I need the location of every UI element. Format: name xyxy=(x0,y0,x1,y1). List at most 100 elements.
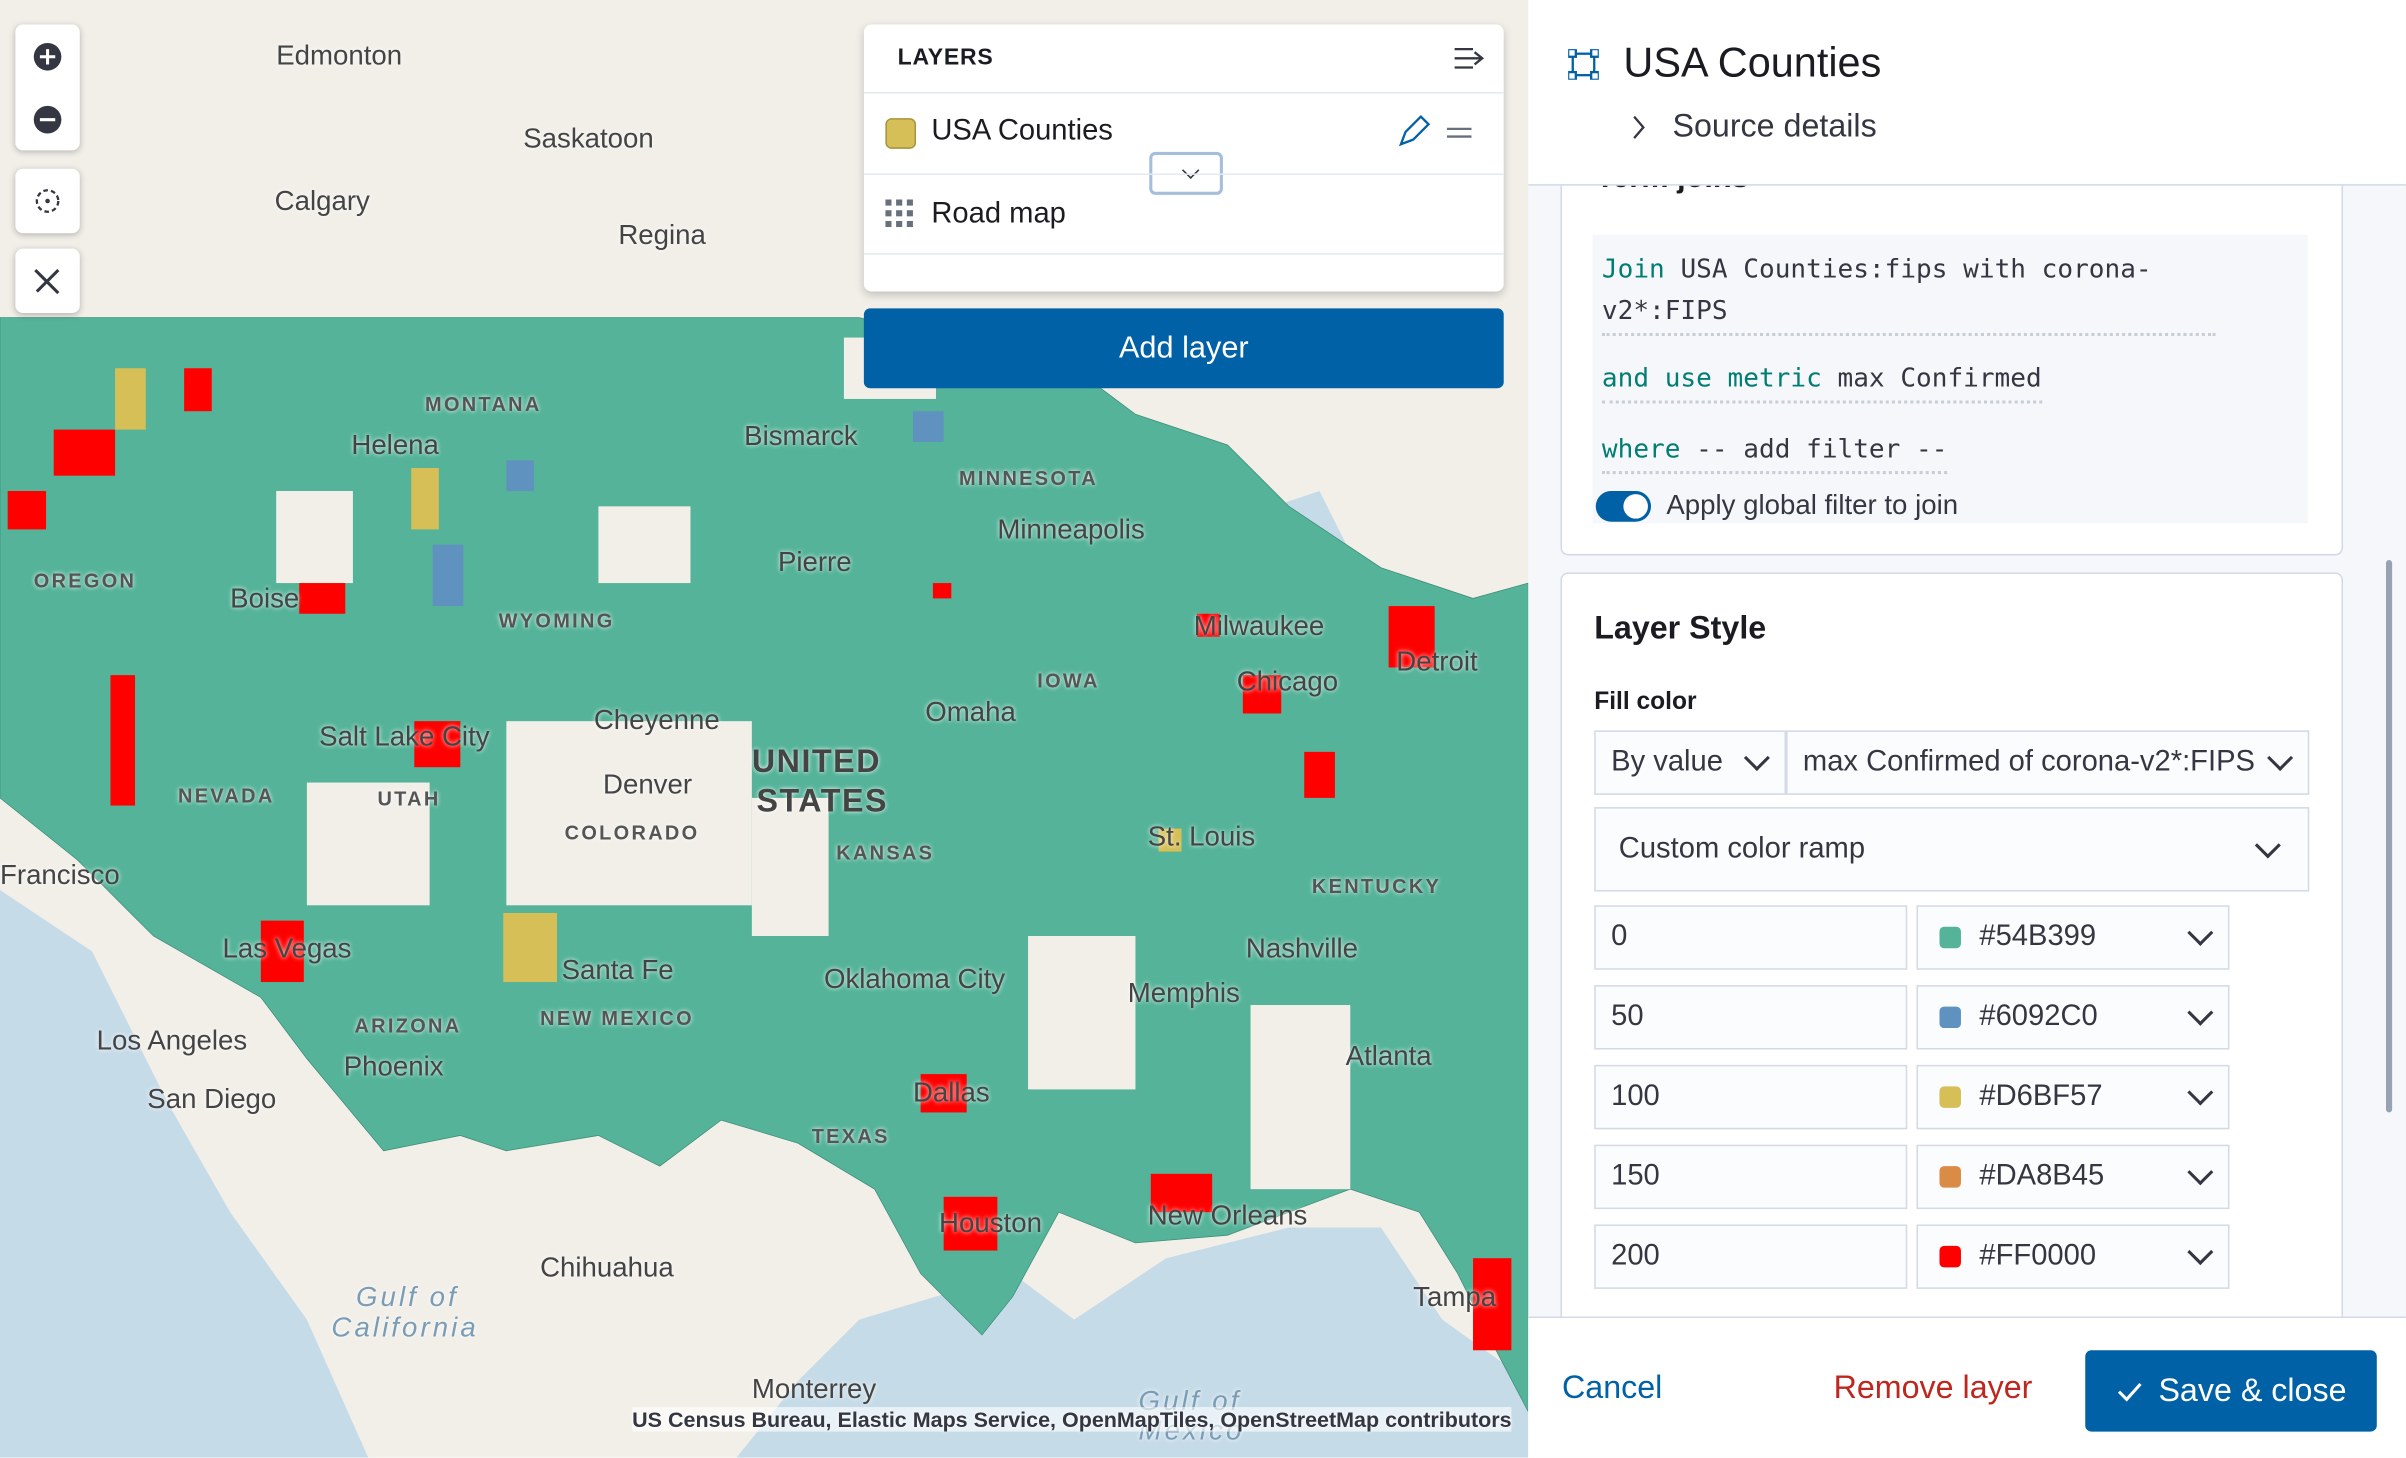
stop-color-select[interactable]: #DA8B45 xyxy=(1916,1144,2230,1210)
stop-color: #FF0000 xyxy=(1979,1239,2097,1273)
map-label: Denver xyxy=(603,768,693,800)
layer-name[interactable]: USA Counties xyxy=(931,115,1113,148)
map-label: Oklahoma City xyxy=(823,963,1006,995)
toggle[interactable] xyxy=(1595,491,1652,522)
stop-value[interactable]: 0 xyxy=(1594,905,1908,970)
stop-value[interactable]: 50 xyxy=(1594,985,1908,1050)
metric-expression[interactable]: and use metric max Confirmed xyxy=(1601,363,2042,404)
map-label: Los Angeles xyxy=(96,1024,248,1056)
stop-color-select[interactable]: #54B399 xyxy=(1916,905,2230,970)
layer-name[interactable]: Road map xyxy=(931,197,1066,231)
joins-card: Term joins Join USA Counties:fips with c… xyxy=(1560,138,2344,556)
zoom-in[interactable] xyxy=(33,42,62,71)
stop-color-select[interactable]: #6092C0 xyxy=(1916,985,2230,1050)
tools-button[interactable] xyxy=(15,248,80,314)
spot xyxy=(932,583,952,599)
divider xyxy=(863,92,1504,94)
where-expression[interactable]: where -- add filter -- xyxy=(1601,434,1948,475)
map-label: Milwaukee xyxy=(1193,610,1325,642)
stop-value[interactable]: 100 xyxy=(1594,1064,1908,1130)
fit-button[interactable] xyxy=(15,168,80,234)
layer-actions[interactable] xyxy=(1395,114,1472,151)
map-label: Regina xyxy=(618,219,706,251)
chevron xyxy=(2187,919,2214,946)
mode: By value xyxy=(1611,745,1723,778)
map-label: Gulf of xyxy=(355,1281,459,1312)
add-layer-button[interactable]: Add layer xyxy=(863,308,1504,389)
map-label: UNITED xyxy=(751,744,882,780)
remove-button[interactable]: Remove layer xyxy=(1833,1370,2033,1406)
empty-areas xyxy=(276,337,1351,1190)
map-label: Memphis xyxy=(1127,977,1240,1009)
stop-color-select[interactable]: #D6BF57 xyxy=(1916,1064,2230,1130)
tools-icon xyxy=(34,268,60,295)
zoom-out[interactable] xyxy=(33,105,62,134)
map-label: St. Louis xyxy=(1147,820,1256,852)
join-expression[interactable]: Join USA Counties:fips with corona-v2*:F… xyxy=(1601,250,2216,337)
style-title: Layer Style xyxy=(1594,610,1767,646)
map-label: Calgary xyxy=(274,185,370,217)
keyword: Join xyxy=(1601,254,1665,286)
collapse-icon[interactable] xyxy=(1452,43,1486,74)
chevron xyxy=(2187,1159,2214,1186)
stop-color: #DA8B45 xyxy=(1979,1160,2105,1193)
field-select[interactable]: max Confirmed of corona-v2*:FIPS xyxy=(1786,730,2310,795)
map-label: KANSAS xyxy=(836,840,935,864)
map-label: Tampa xyxy=(1413,1281,1497,1312)
cancel-button[interactable]: Cancel xyxy=(1562,1370,1663,1406)
map-label: Phoenix xyxy=(343,1051,444,1082)
stop-value[interactable]: 200 xyxy=(1594,1224,1908,1289)
chevron xyxy=(2187,1239,2214,1266)
stop-value[interactable]: 150 xyxy=(1594,1144,1908,1210)
map-label: Nashville xyxy=(1245,932,1358,964)
spot xyxy=(110,675,136,806)
layer-swatch xyxy=(885,118,917,149)
keyword: and use metric xyxy=(1601,363,1822,395)
stop-color: #54B399 xyxy=(1979,920,2097,953)
spot xyxy=(7,491,47,530)
map-label: Dallas xyxy=(912,1077,990,1108)
spot xyxy=(912,411,944,442)
spot xyxy=(115,368,146,430)
map-label: Francisco xyxy=(0,859,120,890)
stop-color-select[interactable]: #FF0000 xyxy=(1916,1224,2230,1289)
grid-icon xyxy=(885,199,913,228)
color-swatch xyxy=(1939,1086,1961,1108)
ramp: Custom color ramp xyxy=(1618,832,1866,865)
map-label: Bismarck xyxy=(744,420,858,452)
map-label: Atlanta xyxy=(1345,1040,1432,1072)
empty xyxy=(506,721,752,906)
keyword: where xyxy=(1601,434,1681,465)
join-box: Join USA Counties:fips with corona-v2*:F… xyxy=(1592,234,2308,524)
spot xyxy=(1388,606,1435,668)
map-label: MINNESOTA xyxy=(959,466,1098,490)
style-card: Layer Style Fill color By value max Conf… xyxy=(1560,572,2344,1343)
mode-select[interactable]: By value xyxy=(1594,730,1787,795)
fit-icon xyxy=(35,189,60,213)
map-label: Cheyenne xyxy=(593,704,720,735)
metric: max Confirmed xyxy=(1837,363,2042,395)
save-button[interactable]: Save & close xyxy=(2085,1350,2377,1432)
spot xyxy=(1150,1173,1213,1213)
source-details[interactable]: Source details xyxy=(1672,108,1877,145)
map-label: ARIZONA xyxy=(354,1014,462,1038)
spot xyxy=(299,583,346,614)
scrollbar xyxy=(2385,560,2393,1113)
layers-panel: LAYERS USA Counties Road map xyxy=(863,24,1504,292)
spot xyxy=(260,920,304,983)
map-label: Boise xyxy=(230,583,300,614)
spot xyxy=(184,368,212,412)
color-swatch xyxy=(1939,926,1961,949)
zoom-icons xyxy=(33,42,62,134)
divider xyxy=(863,253,1504,255)
color-swatch xyxy=(1939,1245,1961,1268)
spot xyxy=(414,721,461,768)
spot xyxy=(503,912,557,983)
map-label: COLORADO xyxy=(564,820,700,844)
ramp-select[interactable]: Custom color ramp xyxy=(1594,807,2310,892)
map-label: Chicago xyxy=(1236,665,1339,697)
chevron xyxy=(2187,999,2214,1026)
map-label: Salt Lake City xyxy=(319,721,490,752)
spot xyxy=(1473,1258,1512,1351)
chevron xyxy=(2187,1079,2214,1106)
